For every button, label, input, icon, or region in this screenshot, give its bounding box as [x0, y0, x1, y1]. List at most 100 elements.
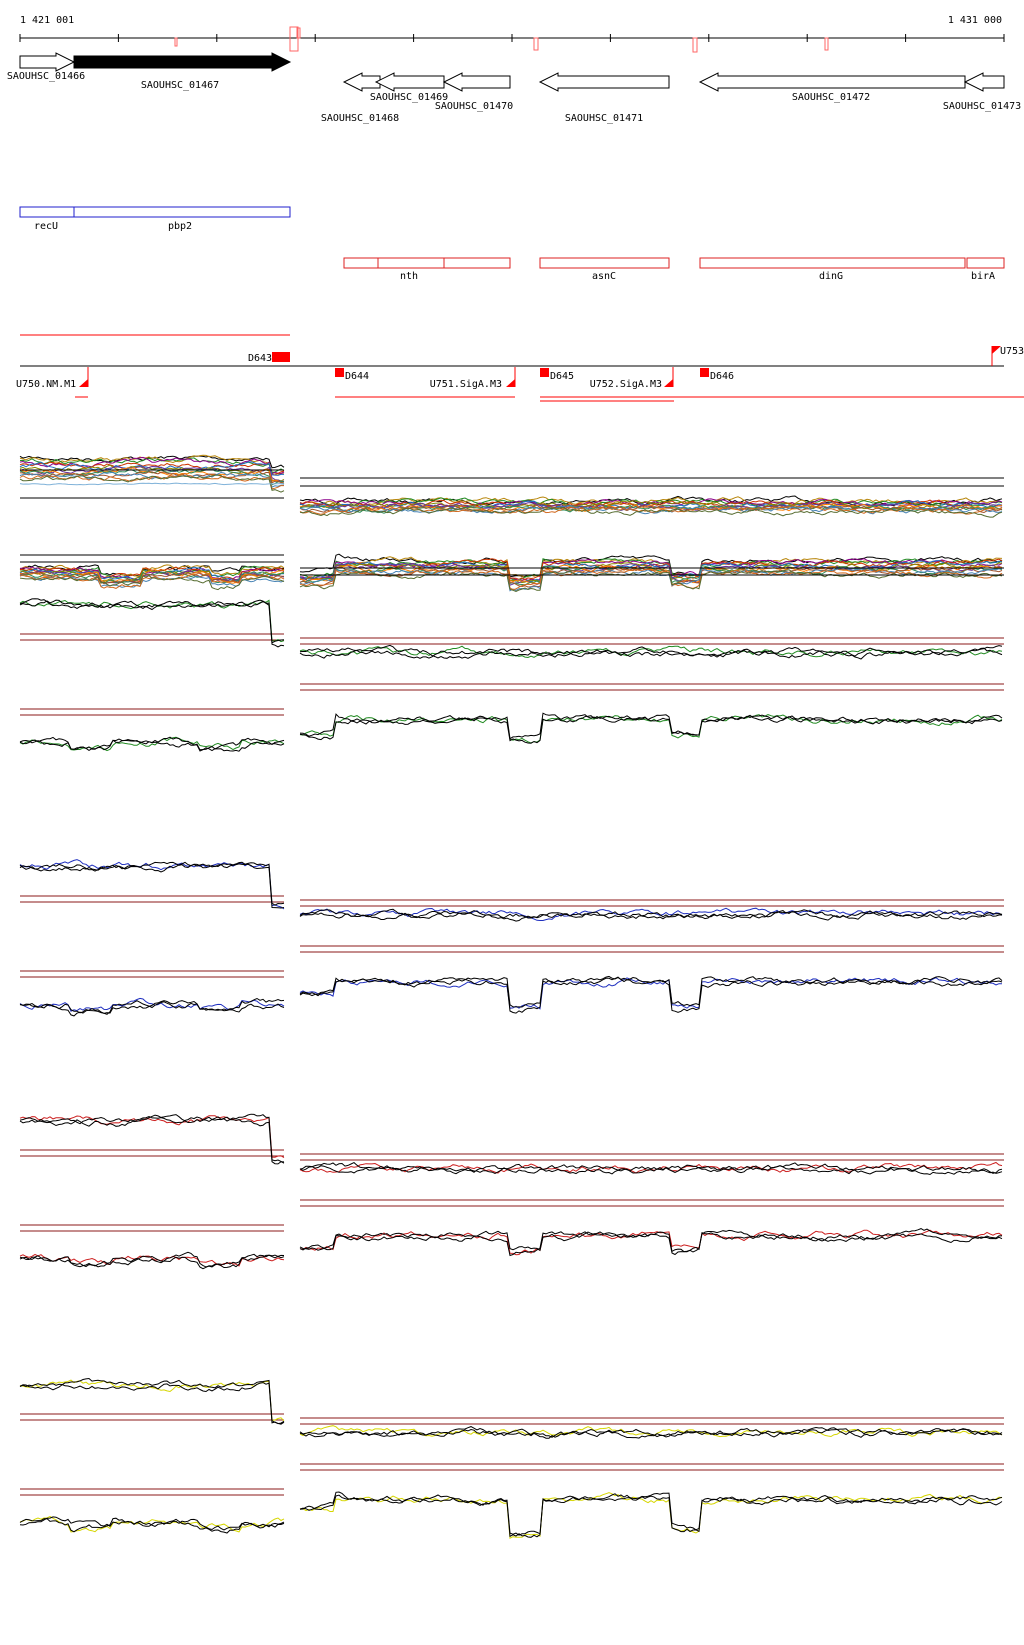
feature-label: U750.NM.M1 — [16, 379, 76, 390]
plus-gene-box — [19, 206, 291, 218]
feature-box — [700, 368, 709, 377]
panel-trace-plus-right — [299, 908, 1002, 921]
feature-box — [540, 368, 549, 377]
panel-trace-plus-right — [299, 646, 1003, 659]
panel-trace-minus-right — [299, 977, 1003, 1010]
multicolor-trace-plus-right — [299, 506, 1003, 518]
multicolor-trace-plus-left — [19, 469, 285, 485]
minus-gene-name: nth — [400, 271, 418, 282]
gene-arrow — [442, 72, 511, 92]
feature-label: U752.SigA.M3 — [590, 379, 662, 390]
panel-trace-plus-left — [19, 1115, 285, 1165]
minus-gene-box — [539, 257, 670, 269]
expression-panels — [19, 454, 1004, 1539]
multicolor-trace-minus-right — [299, 556, 1003, 578]
panel-trace-minus-right — [299, 1229, 1003, 1253]
gene-track: SAOUHSC_01466 SAOUHSC_01467 SAOUHSC_01468 S… — [7, 52, 1021, 124]
multicolor-trace-plus-left — [19, 471, 285, 488]
minus-gene-box — [966, 257, 1005, 269]
gene-arrow — [73, 52, 292, 72]
feature-label: D646 — [710, 371, 734, 382]
panel-trace-plus-right — [299, 909, 1003, 922]
ruler-mark — [533, 37, 539, 51]
multicolor-trace-minus-right — [299, 553, 1003, 578]
panel-trace-minus-left — [19, 1000, 285, 1017]
minus-gene-name: dinG — [819, 271, 843, 282]
plus-gene-name: recU — [34, 221, 58, 232]
multicolor-trace-minus-right — [299, 568, 1003, 591]
feature-track: U750.NM.M1 D644 U751.SigA.M3 D645 U752.SigA.… — [16, 334, 1024, 402]
panel-trace-minus-right — [299, 1491, 1003, 1538]
multicolor-trace-light — [19, 482, 285, 486]
panel-trace-plus-left — [19, 1377, 285, 1425]
minus-strand-gene-names: nth asnC dinG birA — [343, 257, 1005, 282]
panel-trace-plus-left — [19, 859, 285, 910]
multicolor-trace-plus-left — [19, 474, 285, 493]
ruler-highlight-marks — [174, 26, 829, 53]
panel-trace-plus-left — [19, 599, 285, 643]
multicolor-trace-plus-left — [19, 465, 285, 482]
minus-gene-name: birA — [971, 271, 995, 282]
panel-trace-plus-left — [19, 1115, 285, 1159]
multicolor-trace-minus-left — [19, 564, 285, 579]
expression-panel-red — [19, 1113, 1004, 1270]
gene-label: SAOUHSC_01472 — [792, 92, 870, 103]
panel-trace-minus-left — [19, 1251, 285, 1268]
coordinate-ruler: 1 421 001 1 431 000 — [19, 15, 1005, 42]
multicolor-trace-plus-right — [299, 501, 1002, 512]
panel-trace-minus-right — [300, 1492, 1003, 1539]
ruler-mark — [174, 37, 178, 47]
gene-label: SAOUHSC_01473 — [943, 101, 1021, 112]
feature-box — [272, 352, 290, 362]
gene-arrow — [19, 52, 76, 72]
gene-label: SAOUHSC_01466 — [7, 71, 85, 82]
ruler-end-label: 1 431 000 — [948, 15, 1002, 26]
panel-trace-minus-right — [299, 976, 1003, 1014]
panel-trace-plus-left — [19, 599, 285, 648]
panel-trace-plus-left — [19, 1113, 285, 1164]
panel-trace-plus-right — [299, 1426, 1003, 1439]
feature-flag — [664, 379, 673, 387]
multicolor-trace-plus-right — [299, 503, 1003, 513]
feature-label: D644 — [345, 371, 369, 382]
gene-arrow — [374, 72, 445, 92]
ruler-mark — [692, 37, 698, 53]
panel-trace-plus-left — [19, 861, 285, 906]
gene-label: SAOUHSC_01469 — [370, 92, 448, 103]
panel-trace-minus-left — [19, 997, 285, 1015]
multicolor-trace-plus-left — [19, 454, 285, 475]
expression-panel-blue — [19, 859, 1004, 1017]
gene-label: SAOUHSC_01468 — [321, 113, 399, 124]
multicolor-trace-plus-left — [19, 461, 285, 476]
panel-trace-minus-left — [19, 997, 285, 1012]
panel-trace-minus-left — [19, 1253, 285, 1267]
gene-label: SAOUHSC_01470 — [435, 101, 513, 112]
panel-trace-minus-left — [19, 737, 285, 751]
feature-label: U753 — [1000, 346, 1024, 357]
panel-trace-plus-right — [299, 644, 1003, 660]
ruler-mark — [296, 27, 301, 39]
feature-label: D643 — [248, 353, 272, 364]
gene-label: SAOUHSC_01467 — [141, 80, 219, 91]
panel-trace-minus-left — [19, 1516, 285, 1531]
expression-panel-yellow — [19, 1377, 1004, 1539]
gene-arrow — [538, 72, 670, 92]
panel-trace-minus-right — [299, 1492, 1003, 1536]
minus-gene-box — [343, 257, 511, 269]
gene-arrow — [698, 72, 966, 92]
panel-trace-plus-right — [299, 907, 1003, 921]
multicolor-trace-minus-right — [299, 566, 1003, 592]
panel-trace-plus-left — [19, 1382, 285, 1425]
expression-panel-green — [19, 598, 1004, 752]
panel-trace-plus-right — [299, 1163, 1003, 1176]
panel-trace-plus-right — [299, 1425, 1003, 1438]
panel-trace-plus-right — [299, 1162, 1003, 1175]
feature-flag — [506, 379, 515, 387]
ruler-start-label: 1 421 001 — [20, 15, 74, 26]
ruler-mark — [289, 26, 299, 52]
multicolor-trace-plus-left — [19, 468, 285, 486]
panel-trace-plus-left — [19, 1379, 285, 1422]
plus-gene-name: pbp2 — [168, 221, 192, 232]
